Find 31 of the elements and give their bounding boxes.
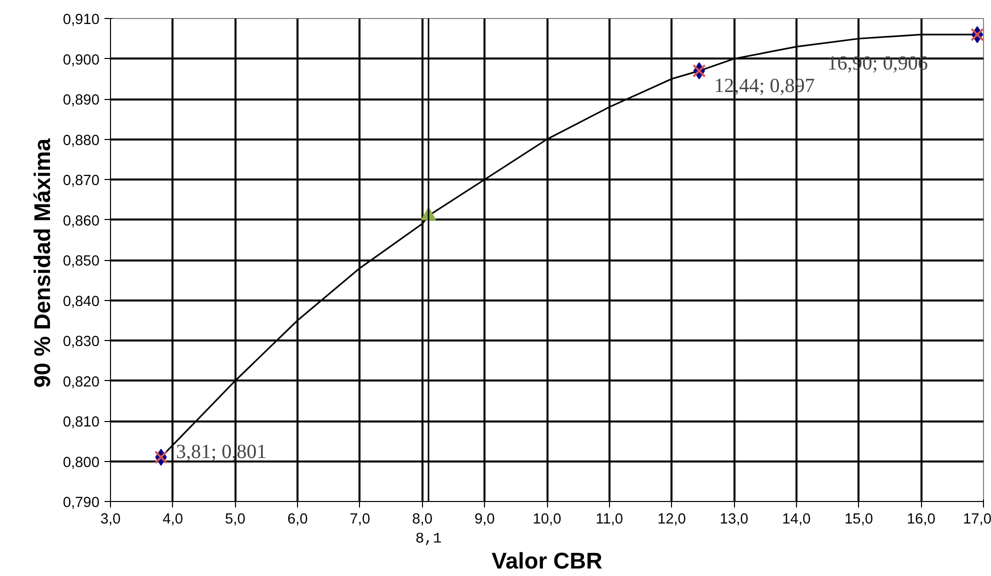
y-tick-label: 0,860 xyxy=(62,213,100,230)
x-tick-label: 12,0 xyxy=(657,512,686,528)
x-tick-label: 10,0 xyxy=(532,512,562,528)
ref-line-label: 8,1 xyxy=(415,532,442,548)
x-tick-label: 11,0 xyxy=(596,512,624,528)
x-tick-label: 4,0 xyxy=(162,512,184,528)
x-axis-title: Valor CBR xyxy=(492,548,602,574)
y-tick-label: 0,880 xyxy=(62,132,100,149)
x-tick-label: 14,0 xyxy=(782,512,811,528)
x-tick-label: 3,0 xyxy=(100,512,121,528)
y-axis-title: 90 % Densidad Máxima xyxy=(28,138,55,388)
y-tick-label: 0,820 xyxy=(62,374,100,390)
y-tick-label: 0,840 xyxy=(62,294,100,310)
x-tick-label: 7,0 xyxy=(350,512,370,528)
x-tick-label: 6,0 xyxy=(287,512,308,528)
x-tick-label: 9,0 xyxy=(474,512,495,528)
y-tick-label: 0,830 xyxy=(62,334,100,350)
x-tick-label: 5,0 xyxy=(225,512,246,528)
y-tick-label: 0,890 xyxy=(62,92,100,108)
y-tick-label: 0,810 xyxy=(62,414,100,430)
x-tick-label: 13,0 xyxy=(720,512,748,528)
x-tick-label: 15,0 xyxy=(844,512,874,528)
x-tick-label: 17,0 xyxy=(962,512,991,528)
y-tick-label: 0,800 xyxy=(62,454,100,471)
y-tick-label: 0,850 xyxy=(62,254,100,270)
y-tick-label: 0,870 xyxy=(62,173,100,189)
y-tick-label: 0,790 xyxy=(62,495,100,511)
y-tick-label: 0,910 xyxy=(62,12,100,28)
x-tick-label: 8,0 xyxy=(412,512,432,528)
x-tick-label: 16,0 xyxy=(906,512,936,528)
y-tick-label: 0,900 xyxy=(62,52,100,68)
